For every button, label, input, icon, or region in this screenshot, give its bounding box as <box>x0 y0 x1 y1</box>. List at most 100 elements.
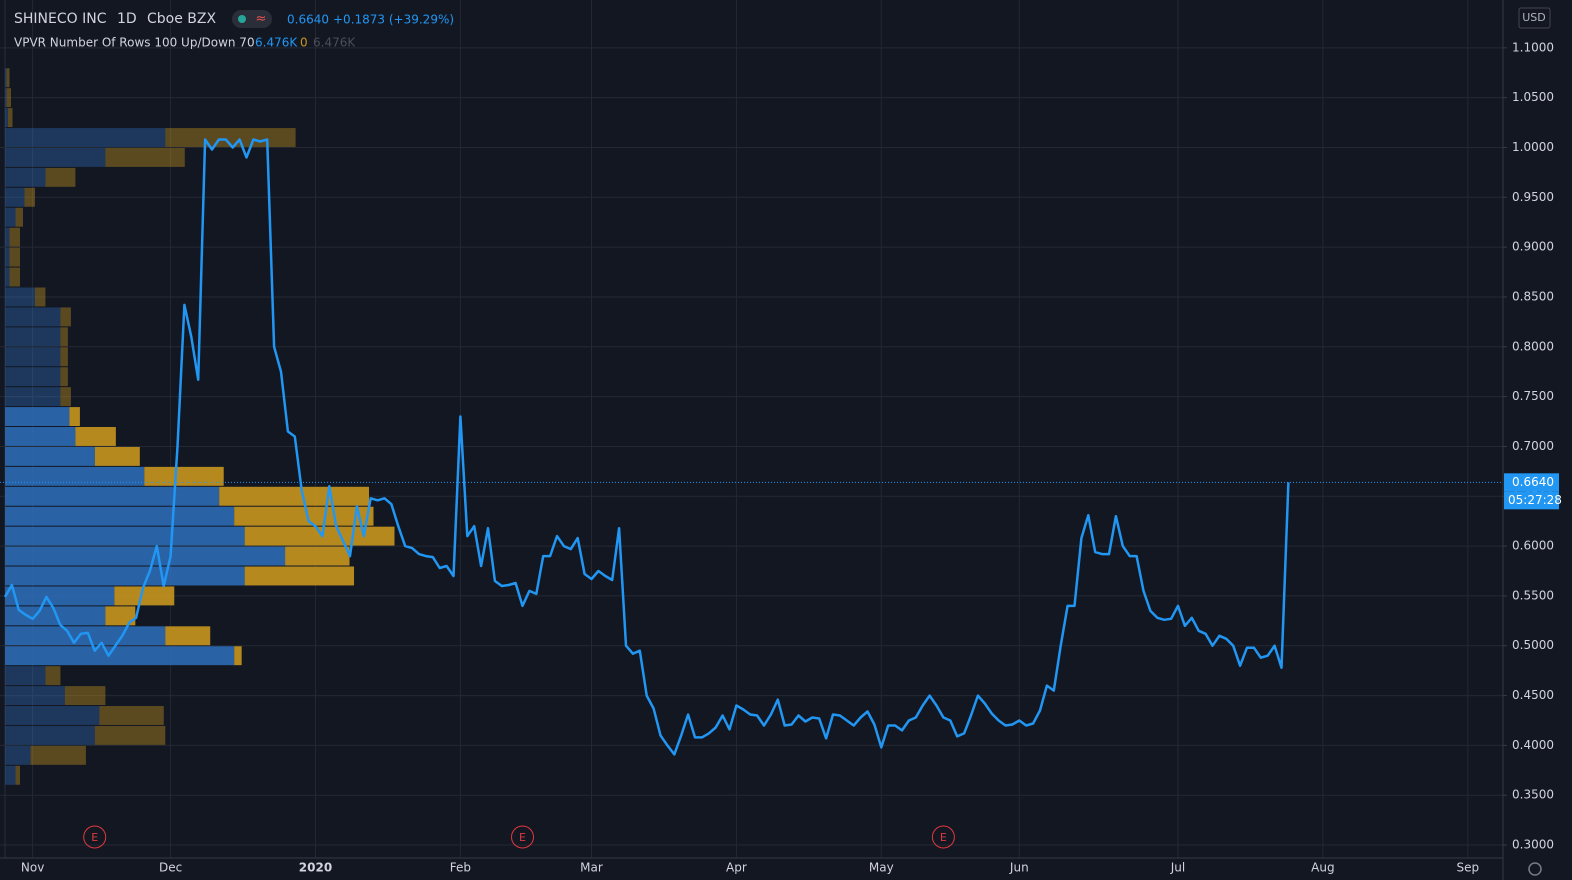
y-tick-label: 0.9500 <box>1512 190 1554 204</box>
profile-up <box>5 506 235 526</box>
profile-down <box>94 725 166 745</box>
settings-icon[interactable] <box>1528 862 1542 876</box>
profile-down <box>60 327 68 347</box>
profile-up <box>5 68 7 88</box>
profile-down <box>69 407 80 427</box>
interval[interactable]: 1D <box>117 11 137 27</box>
symbol[interactable]: SHINECO INC <box>14 11 107 27</box>
y-tick-label: 0.4000 <box>1512 738 1554 752</box>
profile-down <box>45 167 76 187</box>
profile-down <box>30 745 86 765</box>
x-tick-label: Feb <box>450 861 471 875</box>
profile-down <box>244 526 395 546</box>
profile-up <box>5 686 65 706</box>
profile-down <box>24 187 35 207</box>
profile-up <box>5 566 245 586</box>
earnings-label: E <box>519 831 526 844</box>
profile-down <box>60 347 68 367</box>
y-tick-label: 1.0500 <box>1512 90 1554 104</box>
profile-up <box>5 108 8 128</box>
profile-up <box>5 307 61 327</box>
y-tick-label: 0.8500 <box>1512 289 1554 303</box>
status-badge[interactable] <box>232 10 272 28</box>
x-tick-label: Aug <box>1311 861 1334 875</box>
profile-down <box>64 686 106 706</box>
profile-up <box>5 546 286 566</box>
profile-down <box>60 387 71 407</box>
profile-up <box>5 147 106 167</box>
profile-down <box>6 68 10 88</box>
profile-up <box>5 128 166 147</box>
profile-down <box>60 367 68 387</box>
profile-up <box>5 387 61 407</box>
x-tick-label: Dec <box>159 861 182 875</box>
profile-down <box>6 88 11 108</box>
indicator-name[interactable]: VPVR Number Of Rows 100 Up/Down 70 <box>14 36 255 50</box>
y-tick-label: 0.9000 <box>1512 240 1554 254</box>
y-tick-label: 0.3000 <box>1512 838 1554 852</box>
profile-up <box>5 327 61 347</box>
profile-up <box>5 606 106 626</box>
profile-down <box>9 267 20 287</box>
y-tick-label: 0.5000 <box>1512 638 1554 652</box>
axes: 0.3000 0.3500 0.4000 0.4500 0.5000 0.5500 0.60… <box>21 40 1562 874</box>
profile-up <box>5 526 245 546</box>
profile-up <box>5 446 95 466</box>
profile-up <box>5 646 235 666</box>
indicator-value: 0 <box>300 36 308 50</box>
currency-box[interactable] <box>1518 7 1551 29</box>
profile-down <box>114 586 175 606</box>
profile-up <box>5 466 145 486</box>
profile-down <box>15 207 23 227</box>
countdown: 05:27:28 <box>1508 493 1562 507</box>
profile-down <box>165 128 296 147</box>
profile-down <box>15 765 20 785</box>
profile-down <box>165 626 211 646</box>
profile-down <box>99 706 164 725</box>
profile-down <box>144 466 224 486</box>
y-tick-label: 0.3500 <box>1512 788 1554 802</box>
profile-up <box>5 267 10 287</box>
x-tick-label: Nov <box>21 861 44 875</box>
earnings-marker <box>511 825 534 849</box>
profile-down <box>45 666 61 686</box>
profile-down <box>234 646 242 666</box>
currency: USD <box>1522 11 1546 24</box>
x-tick-label: Apr <box>726 861 747 875</box>
price-change: +0.1873 (+39.29%) <box>333 13 454 27</box>
indicator-value: 6.476K <box>313 36 356 50</box>
profile-up <box>5 706 100 725</box>
profile-up <box>5 347 61 367</box>
profile-up <box>5 367 61 387</box>
y-tick-label: 1.1000 <box>1512 40 1554 54</box>
delay-icon: ≈ <box>256 12 267 27</box>
profile-down <box>9 227 20 247</box>
x-tick-label: 2020 <box>299 861 332 875</box>
y-tick-label: 0.4500 <box>1512 688 1554 702</box>
exchange: Cboe BZX <box>147 11 216 27</box>
price-line <box>3 138 1290 756</box>
profile-up <box>5 247 10 267</box>
profile-down <box>219 486 370 506</box>
profile-up <box>5 765 16 785</box>
y-tick-label: 0.8000 <box>1512 339 1554 353</box>
profile-down <box>105 147 185 167</box>
profile-up <box>5 666 46 686</box>
earnings-label: E <box>940 831 947 844</box>
profile-up <box>5 586 115 606</box>
profile-up <box>5 725 95 745</box>
countdown-badge <box>1504 491 1559 510</box>
profile-down <box>75 427 116 446</box>
profile-down <box>9 247 20 267</box>
profile-up <box>5 407 70 427</box>
y-tick-label: 0.6000 <box>1512 539 1554 553</box>
profile-up <box>5 486 220 506</box>
y-tick-label: 0.5500 <box>1512 588 1554 602</box>
profile-up <box>5 626 166 646</box>
last-price: 0.6640 <box>287 13 329 27</box>
profile-up <box>5 167 46 187</box>
profile-down <box>244 566 355 586</box>
profile-up <box>5 227 10 247</box>
